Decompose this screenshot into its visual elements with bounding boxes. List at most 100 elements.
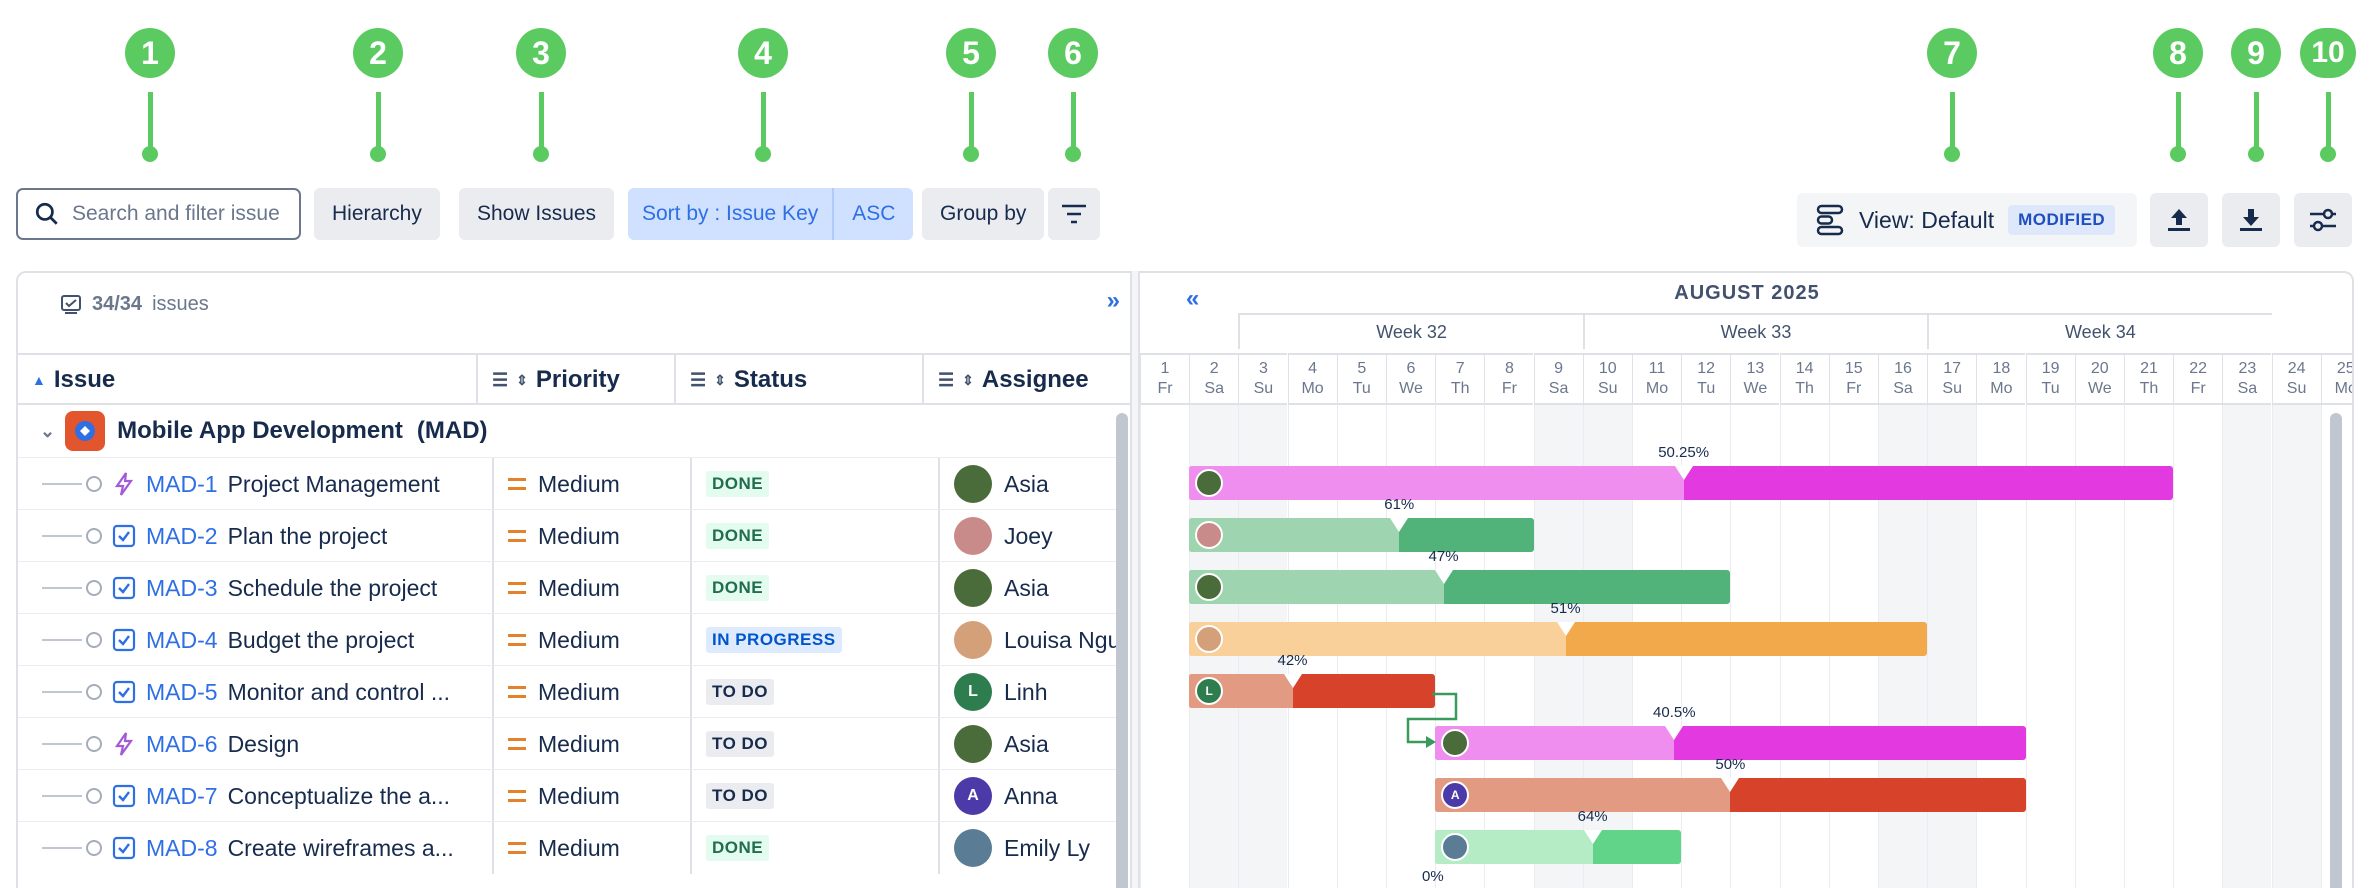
column-header-issue[interactable]: ▲ Issue xyxy=(32,355,115,405)
bar-avatar: A xyxy=(1441,781,1470,809)
sort-direction-button[interactable]: ASC xyxy=(832,188,913,240)
timeline-scrollbar[interactable] xyxy=(2330,413,2342,888)
search-input[interactable]: Search and filter issue xyxy=(16,188,301,240)
assignee-cell[interactable]: Asia xyxy=(938,562,1126,614)
issue-key-link[interactable]: MAD-2 xyxy=(146,522,218,549)
column-header-priority[interactable]: ☰ ⇕ Priority xyxy=(476,355,674,405)
status-cell[interactable]: DONE xyxy=(690,822,938,874)
progress-marker-icon[interactable] xyxy=(1674,466,1693,480)
issue-key-link[interactable]: MAD-7 xyxy=(146,782,218,809)
callout-number: 7 xyxy=(1927,28,1977,78)
priority-cell[interactable]: Medium xyxy=(492,822,688,874)
assignee-cell[interactable]: Asia xyxy=(938,458,1126,510)
status-cell[interactable]: DONE xyxy=(690,510,938,562)
panel-splitter[interactable] xyxy=(1130,271,1140,888)
priority-cell[interactable]: Medium xyxy=(492,666,688,718)
column-header-assignee[interactable]: ☰ ⇕ Assignee xyxy=(922,355,1134,405)
tree-node-icon xyxy=(86,684,102,700)
table-row[interactable]: MAD-3 Schedule the project Medium DONE Asia xyxy=(18,561,1118,614)
day-header: 4 Mo xyxy=(1287,353,1337,405)
issue-cell[interactable]: MAD-1 Project Management xyxy=(42,458,482,510)
expand-panel-icon[interactable]: « xyxy=(1186,285,1200,312)
issue-key-link[interactable]: MAD-3 xyxy=(146,574,218,601)
gantt-bar[interactable]: 42% L xyxy=(1189,652,1436,708)
priority-cell[interactable]: Medium xyxy=(492,510,688,562)
tree-node-icon xyxy=(86,736,102,752)
table-row[interactable]: MAD-7 Conceptualize the a... Medium TO DO A A… xyxy=(18,769,1118,822)
issue-key-link[interactable]: MAD-1 xyxy=(146,470,218,497)
import-button[interactable] xyxy=(2222,193,2280,247)
collapse-panel-icon[interactable]: » xyxy=(1106,287,1120,314)
status-cell[interactable]: DONE xyxy=(690,562,938,614)
priority-cell[interactable]: Medium xyxy=(492,458,688,510)
assignee-cell[interactable]: A Anna xyxy=(938,770,1126,822)
issue-cell[interactable]: MAD-4 Budget the project xyxy=(42,614,482,666)
issue-key-link[interactable]: MAD-6 xyxy=(146,730,218,757)
gantt-bar[interactable]: 61% xyxy=(1189,496,1534,552)
issue-cell[interactable]: MAD-2 Plan the project xyxy=(42,510,482,562)
gantt-bar[interactable]: 47% xyxy=(1189,548,1731,604)
progress-marker-icon[interactable] xyxy=(1390,518,1409,532)
table-row[interactable]: MAD-8 Create wireframes a... Medium DONE Emi… xyxy=(18,821,1118,874)
callout-6: 6 xyxy=(1047,28,1099,162)
priority-medium-icon xyxy=(508,686,526,698)
issue-key-link[interactable]: MAD-8 xyxy=(146,834,218,861)
view-selector-button[interactable]: View: Default MODIFIED xyxy=(1797,193,2137,247)
day-number: 17 xyxy=(1943,360,1962,377)
sort-by-button[interactable]: Sort by : Issue Key xyxy=(642,202,819,225)
filter-button[interactable] xyxy=(1048,188,1100,240)
status-cell[interactable]: TO DO xyxy=(690,666,938,718)
status-cell[interactable]: IN PROGRESS xyxy=(690,614,938,666)
progress-marker-icon[interactable] xyxy=(1721,778,1740,792)
table-row[interactable]: MAD-1 Project Management Medium DONE Asia xyxy=(18,457,1118,510)
issue-key-link[interactable]: MAD-5 xyxy=(146,678,218,705)
group-by-button[interactable]: Group by xyxy=(922,188,1045,240)
gantt-bar[interactable]: 64% xyxy=(1435,808,1682,864)
progress-marker-icon[interactable] xyxy=(1583,830,1602,844)
hierarchy-button[interactable]: Hierarchy xyxy=(314,188,440,240)
column-filter-icon: ☰ xyxy=(492,369,509,390)
priority-cell[interactable]: Medium xyxy=(492,718,688,770)
progress-marker-icon[interactable] xyxy=(1283,674,1302,688)
column-header-status[interactable]: ☰ ⇕ Status xyxy=(674,355,922,405)
assignee-cell[interactable]: L Linh xyxy=(938,666,1126,718)
settings-button[interactable] xyxy=(2294,193,2352,247)
issue-cell[interactable]: MAD-5 Monitor and control ... xyxy=(42,666,482,718)
progress-marker-icon[interactable] xyxy=(1556,622,1575,636)
view-modified-badge: MODIFIED xyxy=(2008,205,2116,235)
status-cell[interactable]: TO DO xyxy=(690,718,938,770)
chevron-down-icon[interactable]: ⌄ xyxy=(40,420,56,441)
issue-cell[interactable]: MAD-3 Schedule the project xyxy=(42,562,482,614)
issue-cell[interactable]: MAD-6 Design xyxy=(42,718,482,770)
table-row[interactable]: MAD-5 Monitor and control ... Medium TO DO L… xyxy=(18,665,1118,718)
status-cell[interactable]: DONE xyxy=(690,458,938,510)
table-row[interactable]: MAD-4 Budget the project Medium IN PROGRESS… xyxy=(18,613,1120,666)
gantt-bar[interactable]: 51% xyxy=(1189,600,1928,656)
gantt-bar[interactable]: 50.25% xyxy=(1189,444,2174,500)
progress-marker-icon[interactable] xyxy=(1665,726,1684,740)
group-row[interactable]: ⌄ Mobile App Development (MAD) xyxy=(18,405,1118,457)
issue-key-link[interactable]: MAD-4 xyxy=(146,626,218,653)
table-row[interactable]: MAD-6 Design Medium TO DO Asia xyxy=(18,717,1118,770)
status-cell[interactable]: TO DO xyxy=(690,770,938,822)
assignee-cell[interactable]: Joey xyxy=(938,510,1126,562)
priority-cell[interactable]: Medium xyxy=(492,614,688,666)
export-button[interactable] xyxy=(2150,193,2208,247)
priority-cell[interactable]: Medium xyxy=(492,562,688,614)
issue-cell[interactable]: MAD-7 Conceptualize the a... xyxy=(42,770,482,822)
assignee-cell[interactable]: Asia xyxy=(938,718,1126,770)
progress-marker-icon[interactable] xyxy=(1434,570,1453,584)
day-gridline xyxy=(2271,405,2273,888)
table-scrollbar[interactable] xyxy=(1116,413,1128,888)
show-issues-button[interactable]: Show Issues xyxy=(459,188,615,240)
priority-cell[interactable]: Medium xyxy=(492,770,688,822)
progress-label: 42% xyxy=(1277,652,1308,669)
assignee-cell[interactable]: Louisa Ngu xyxy=(938,614,1126,666)
gantt-bar[interactable]: 50% A xyxy=(1435,756,2026,812)
assignee-cell[interactable]: Emily Ly xyxy=(938,822,1126,874)
gantt-bar[interactable]: 40.5% xyxy=(1435,704,2026,760)
table-row[interactable]: MAD-2 Plan the project Medium DONE Joey xyxy=(18,509,1118,562)
day-header: 22 Fr xyxy=(2173,353,2223,405)
issue-cell[interactable]: MAD-8 Create wireframes a... xyxy=(42,822,482,874)
day-weekday: Fr xyxy=(1846,380,1862,397)
